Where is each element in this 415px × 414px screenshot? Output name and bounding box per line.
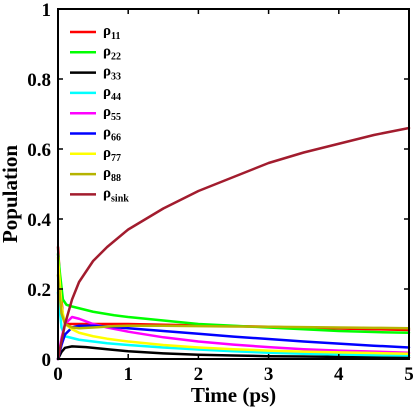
x-tick-label: 0 xyxy=(53,364,63,385)
legend-label-base: ρ xyxy=(103,64,111,80)
y-tick-label: 0.8 xyxy=(27,70,51,91)
legend-label-33: ρ33 xyxy=(103,64,121,83)
legend-label-base: ρ xyxy=(103,145,111,161)
legend-label-subscript: 33 xyxy=(111,72,121,83)
legend-label-subscript: 66 xyxy=(111,133,121,144)
series-line-88 xyxy=(56,273,411,330)
legend-label-subscript: sink xyxy=(111,193,129,204)
tick-layer: 0 1 2 3 4 5 0 0.2 0.4 0.6 0.8 1 xyxy=(27,0,414,385)
series-line-33 xyxy=(56,345,411,361)
series-line-66 xyxy=(56,324,411,361)
x-tick-label: 2 xyxy=(194,364,204,385)
series-line-55 xyxy=(56,315,411,361)
legend-label-77: ρ77 xyxy=(103,145,121,164)
series-line-sink xyxy=(56,126,411,361)
legend-label-88: ρ88 xyxy=(103,165,121,184)
legend-label-subscript: 88 xyxy=(111,173,121,184)
legend-label-subscript: 55 xyxy=(111,112,121,123)
y-tick-label: 0.4 xyxy=(27,210,51,231)
y-tick-label: 0.2 xyxy=(27,280,51,301)
legend-label-22: ρ22 xyxy=(103,43,121,62)
legend-label-base: ρ xyxy=(103,84,111,100)
legend-label-66: ρ66 xyxy=(103,125,121,144)
y-tick-label: 0.6 xyxy=(27,140,51,161)
legend-label-subscript: 44 xyxy=(111,92,121,103)
legend-label-base: ρ xyxy=(103,23,111,39)
x-tick-label: 4 xyxy=(334,364,344,385)
legend-label-subscript: 22 xyxy=(111,51,121,62)
legend-label-11: ρ11 xyxy=(103,23,120,42)
y-axis-title: Population xyxy=(0,145,22,243)
legend-label-base: ρ xyxy=(103,125,111,141)
plot-frame xyxy=(57,8,410,360)
series-layer xyxy=(56,126,411,361)
y-tick-label: 0 xyxy=(42,350,52,371)
series-line-44 xyxy=(56,291,411,357)
y-tick-label: 1 xyxy=(42,0,52,21)
x-tick-label: 1 xyxy=(123,364,133,385)
legend-label-base: ρ xyxy=(103,165,111,181)
legend-label-55: ρ55 xyxy=(103,104,121,123)
legend-label-base: ρ xyxy=(103,104,111,120)
legend-label-base: ρ xyxy=(103,185,111,201)
legend-label-sink: ρsink xyxy=(103,185,129,204)
legend-label-subscript: 11 xyxy=(111,31,120,42)
legend-label-44: ρ44 xyxy=(103,84,121,103)
legend-label-base: ρ xyxy=(103,43,111,59)
series-line-22 xyxy=(56,252,411,334)
legend-label-subscript: 77 xyxy=(111,153,121,164)
x-tick-label: 5 xyxy=(404,364,414,385)
x-tick-label: 3 xyxy=(264,364,274,385)
x-axis-title: Time (ps) xyxy=(191,383,276,407)
